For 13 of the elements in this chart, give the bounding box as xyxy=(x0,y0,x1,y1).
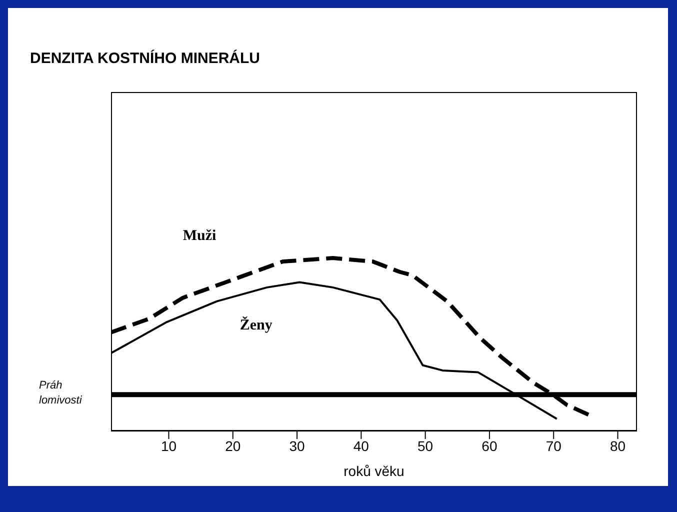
x-tick-label: 80 xyxy=(610,438,626,454)
x-tick-label: 60 xyxy=(482,438,498,454)
x-tick-label: 20 xyxy=(225,438,241,454)
text: Muži xyxy=(182,228,216,244)
x-tick-label: 10 xyxy=(160,438,177,454)
x-tick-label: 40 xyxy=(353,438,370,454)
x-axis-title: roků věku xyxy=(344,463,404,479)
x-tick-label: 30 xyxy=(289,438,306,454)
x-tick-label: 70 xyxy=(546,438,562,454)
x-tick-label: 50 xyxy=(418,438,434,454)
chart-title: DENZITA KOSTNÍHO MINERÁLU xyxy=(30,50,260,67)
series-label: Ženy xyxy=(240,315,273,334)
ref-line-label: Práh lomivosti xyxy=(39,380,82,407)
